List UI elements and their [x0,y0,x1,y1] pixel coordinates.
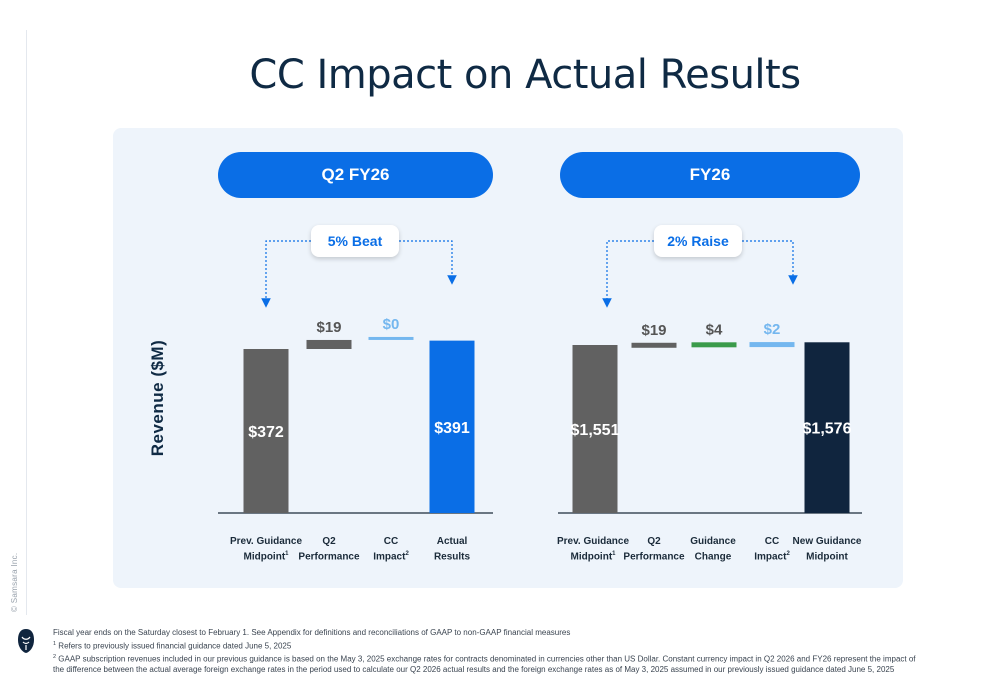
fy-bar [572,345,618,513]
q2-right-connector [399,240,457,285]
left-divider [26,30,27,615]
footnotes: Fiscal year ends on the Saturday closest… [53,628,916,675]
fy-data-label: $1,576 [803,421,852,438]
fy-bar [749,342,795,348]
q2-beat-callout: 5% Beat [311,225,399,257]
q2-bar [306,339,352,349]
fy-bar [804,342,850,513]
fy-category-label: Guidance Change [690,536,736,563]
q2-category-label: CC Impact2 [373,536,409,563]
q2-left-connector [261,240,311,308]
q2-category-label: Actual Results [433,536,471,563]
company-logo-icon [18,629,34,653]
fy-bar [691,342,737,348]
fy-raise-callout: 2% Raise [654,225,742,257]
q2-data-label: $372 [248,424,284,441]
q2-bar [368,336,414,340]
fy-data-label: $4 [706,321,723,338]
q2-bar [429,340,475,513]
footnote-2: 2 GAAP subscription revenues included in… [53,653,916,664]
fy-right-connector [742,240,798,285]
q2-data-label: $19 [316,319,341,336]
fy-data-label: $1,551 [571,422,620,439]
footnote-2-cont: the difference between the actual averag… [53,664,895,674]
fy26-header-pill: FY26 [560,152,860,198]
q2-bar [243,349,289,513]
fy-data-label: $2 [764,321,781,338]
footnote-line: Fiscal year ends on the Saturday closest… [53,628,571,637]
fy-data-label: $19 [641,322,666,339]
fy-left-connector [602,240,654,308]
q2-data-label: $391 [434,420,470,437]
page-title: CC Impact on Actual Results [249,52,801,98]
q2-header-pill: Q2 FY26 [218,152,493,198]
q2-category-label: Q2 Performance [298,536,360,563]
fy-category-label: Q2 Performance [623,536,685,563]
fy-bar [631,342,677,348]
fy-category-label: Prev. Guidance Midpoint1 [556,536,630,563]
q2-data-label: $0 [383,316,400,333]
q2-category-label: Prev. Guidance Midpoint1 [229,536,303,563]
fy-category-label: CC Impact2 [754,536,790,563]
fy-category-label: New Guidance Midpoint [792,536,862,563]
footnote-1: 1 Refers to previously issued financial … [53,640,292,651]
connector-arrows [261,240,798,308]
